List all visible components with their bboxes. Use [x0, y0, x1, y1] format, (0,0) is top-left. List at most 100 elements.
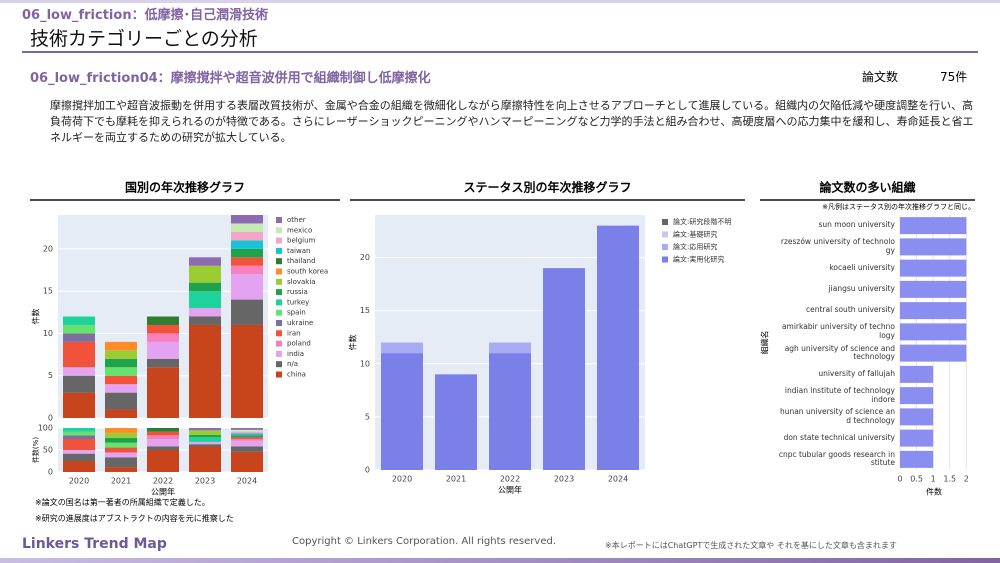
- bar-segment: [105, 367, 137, 376]
- bar: [900, 323, 967, 341]
- share-segment: [231, 431, 263, 434]
- share-segment: [189, 444, 221, 447]
- bar-segment: [381, 353, 423, 470]
- x-tick-label: 1.5: [943, 475, 956, 484]
- share-segment: [147, 450, 179, 472]
- share-segment: [189, 430, 221, 435]
- chart-note: ※凡例はステータス別の年次推移グラフと同じ。: [822, 202, 975, 211]
- legend-swatch: [276, 278, 282, 285]
- y-tick-label: jiangsu university: [828, 283, 895, 293]
- y-tick-label: 15: [43, 287, 53, 296]
- x-tick-label: 2020: [392, 475, 412, 484]
- bar: [900, 280, 967, 298]
- bar-segment: [231, 265, 263, 275]
- y-axis-label: 件数(%): [31, 437, 40, 463]
- y-tick-label: 50: [43, 446, 53, 455]
- share-segment: [105, 428, 137, 433]
- y-tick-label: university of fallujah: [818, 368, 895, 378]
- y-tick-label: central south university: [805, 305, 895, 315]
- share-segment: [231, 440, 263, 447]
- y-axis-label: 組織名: [760, 331, 770, 355]
- plot-area: [900, 215, 968, 470]
- bar-segment: [189, 316, 221, 325]
- y-tick-label: amirkabir university of techno logy: [781, 322, 895, 340]
- legend-label: south korea: [287, 268, 328, 276]
- bar-segment: [105, 350, 137, 359]
- bar: [900, 450, 934, 468]
- y-tick-label: don state technical university: [783, 432, 895, 442]
- legend-swatch: [276, 371, 282, 378]
- section-title: 06_low_friction04：摩擦撹拌や超音波併用で組織制御し低摩擦化: [30, 71, 431, 86]
- share-segment: [189, 437, 221, 442]
- share-segment: [105, 447, 137, 453]
- x-tick-label: 2021: [111, 477, 131, 486]
- y-tick-label: 100: [38, 424, 53, 433]
- count: 75件: [940, 70, 968, 84]
- legend-label: ukraine: [287, 319, 313, 327]
- bar-segment: [189, 291, 221, 309]
- y-tick-label: agh university of science and technology: [784, 343, 895, 362]
- bar-segment: [231, 231, 263, 241]
- share-segment: [147, 435, 179, 439]
- bar-segment: [231, 324, 263, 418]
- share-segment: [231, 433, 263, 436]
- legend-label: slovakia: [287, 278, 316, 286]
- bar-segment: [63, 333, 95, 342]
- chart-title: 論文数の多い組織: [819, 180, 915, 195]
- legend-label: other: [287, 216, 306, 224]
- share-segment: [63, 435, 95, 439]
- share-segment: [231, 451, 263, 472]
- share-segment: [189, 434, 221, 438]
- x-tick-label: 2024: [237, 477, 257, 486]
- share-segment: [63, 453, 95, 461]
- bar-segment: [63, 367, 95, 376]
- legend-swatch: [662, 219, 668, 225]
- bar-segment: [231, 223, 263, 232]
- share-segment: [231, 437, 263, 439]
- legend-label: mexico: [287, 226, 312, 234]
- y-tick-label: sun moon university: [818, 220, 895, 230]
- share-segment: [231, 435, 263, 438]
- bar-segment: [105, 358, 137, 368]
- bar-segment: [543, 268, 585, 470]
- legend-swatch: [662, 256, 668, 263]
- share-segment: [105, 432, 137, 438]
- legend-label: spain: [287, 309, 306, 317]
- title-rule: [22, 51, 978, 53]
- copyright: Copyright © Linkers Corporation. All rig…: [292, 536, 556, 547]
- bar: [900, 429, 934, 447]
- count-label: 論文数: [862, 70, 899, 84]
- legend-label: thailand: [287, 257, 316, 265]
- legend-label: 論文:実用化研究: [673, 255, 724, 264]
- legend-swatch: [276, 258, 282, 265]
- y-tick-label: cnpc tubular goods research in stitute: [778, 449, 895, 468]
- bar-segment: [63, 341, 95, 368]
- description: 摩擦撹拌加工や超音波振動を併用する表層改質技術が、金属や合金の組織を微細化しなが…: [50, 99, 974, 144]
- legend-label: china: [287, 371, 306, 379]
- legend-swatch: [276, 289, 282, 296]
- legend-swatch: [276, 247, 282, 254]
- bar-segment: [105, 375, 137, 385]
- bar-segment: [63, 316, 95, 325]
- bar-segment: [105, 384, 137, 393]
- y-tick-label: rzeszów university of technolo gy: [780, 237, 895, 255]
- legend-swatch: [276, 227, 282, 234]
- share-segment: [63, 450, 95, 454]
- bar-segment: [189, 265, 221, 283]
- y-tick-label: 20: [43, 244, 53, 253]
- x-tick-label: 2: [964, 475, 969, 484]
- share-segment: [105, 437, 137, 443]
- x-tick-label: 2022: [153, 477, 173, 486]
- bar: [900, 344, 967, 362]
- note: ※論文の国名は第一著者の所属組織で定義した。: [35, 498, 210, 507]
- x-tick-label: 2020: [69, 477, 89, 486]
- bar-segment: [147, 324, 179, 334]
- share-segment: [147, 446, 179, 450]
- legend-swatch: [276, 309, 282, 316]
- y-tick-label: hunan university of science an d technol…: [779, 407, 895, 425]
- bottom-band: [0, 558, 1000, 563]
- y-tick-label: 0: [48, 414, 53, 423]
- share-segment: [63, 439, 95, 450]
